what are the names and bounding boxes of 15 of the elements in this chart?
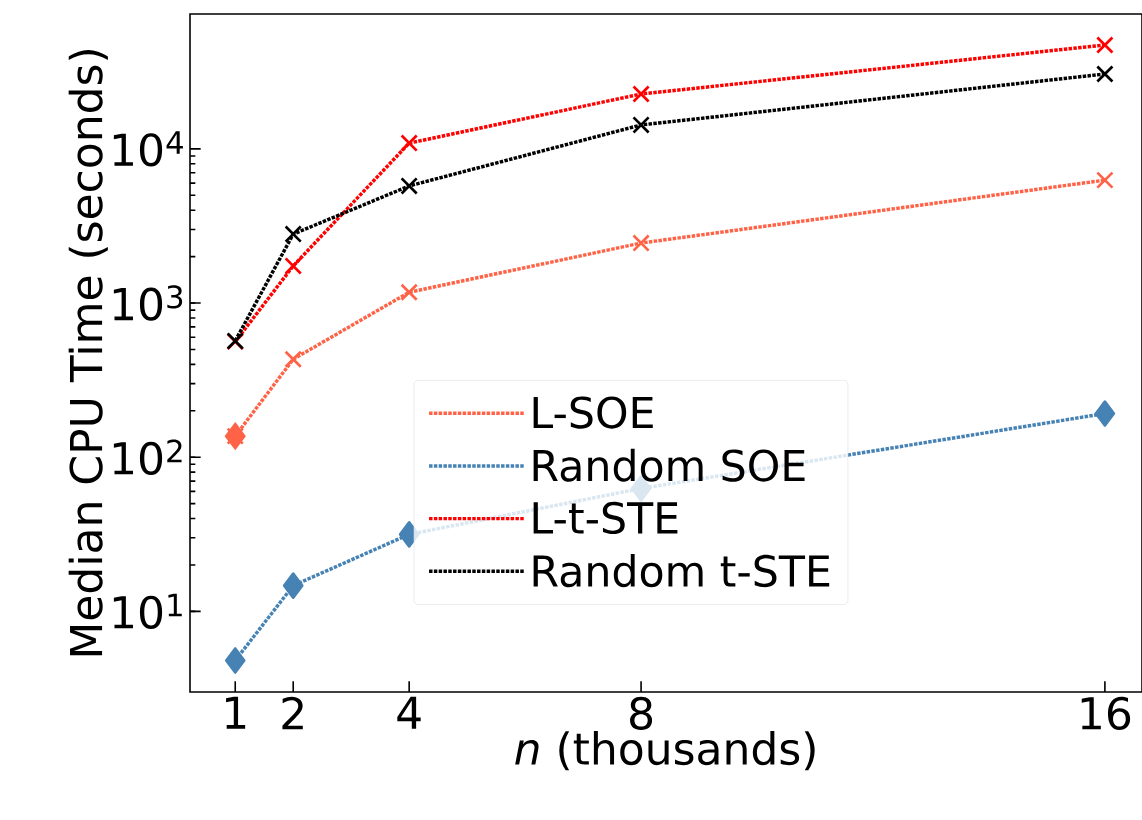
y-tick-label: 10$^{2}$ [113, 439, 182, 475]
x-tick-label: 1 [226, 696, 246, 729]
y-tick-label: 10$^{1}$ [113, 593, 182, 629]
y-axis-title: Median CPU Time (seconds) [68, 50, 108, 656]
y-tick-label: 10$^{4}$ [113, 131, 183, 167]
legend-label: L-t-STE [533, 501, 678, 535]
x-tick-label: 16 [1081, 696, 1131, 730]
x-tick-label: 2 [282, 696, 303, 730]
legend-label: Random SOE [533, 448, 805, 482]
y-tick-label: 10$^{3}$ [113, 285, 183, 321]
x-tick-label: 4 [397, 696, 421, 729]
x-tick-label: 8 [630, 696, 653, 730]
legend-label: Random t-STE [533, 554, 830, 588]
legend-label: L-SOE [533, 396, 653, 429]
x-axis-title: n (thousands) [515, 731, 815, 771]
